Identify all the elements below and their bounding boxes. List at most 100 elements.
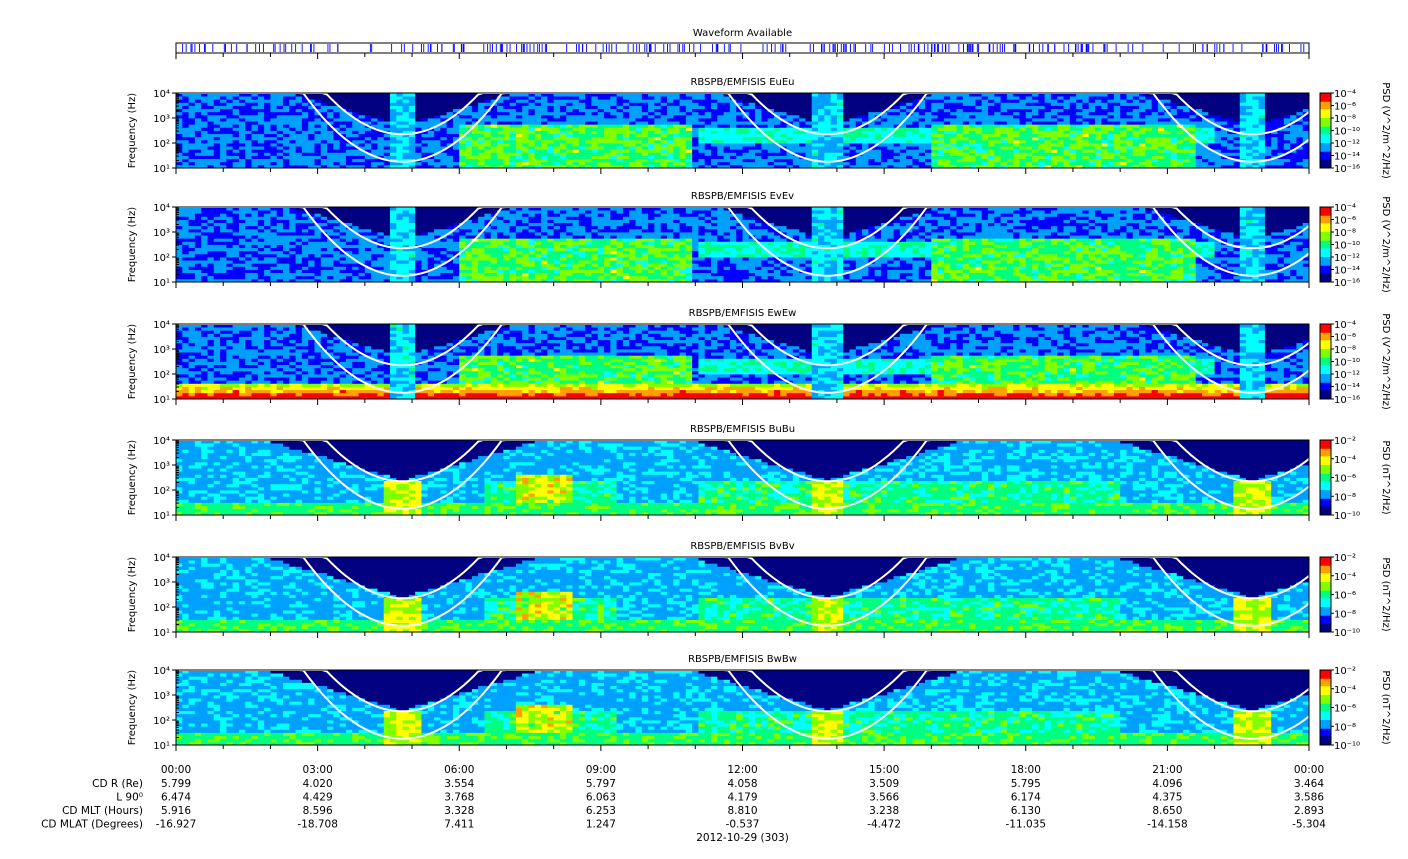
spectrogram-cell: [975, 96, 982, 100]
spectrogram-cell: [579, 152, 586, 156]
spectrogram-cell: [1227, 118, 1234, 122]
spectrogram-cell: [535, 152, 542, 156]
spectrogram-cell: [321, 134, 328, 138]
spectrogram-cell: [182, 223, 189, 227]
spectrogram-cell: [604, 118, 611, 122]
spectrogram-cell: [352, 124, 359, 128]
spectrogram-cell: [1202, 134, 1209, 138]
spectrogram-cell: [207, 96, 214, 100]
spectrogram-cell: [673, 102, 680, 106]
spectrogram-cell: [724, 152, 731, 156]
spectrogram-cell: [233, 127, 240, 131]
spectrogram-cell: [1252, 127, 1259, 131]
spectrogram-cell: [824, 115, 831, 119]
spectrogram-cell: [252, 109, 259, 113]
spectrogram-cell: [1108, 115, 1115, 119]
spectrogram-cell: [1101, 102, 1108, 106]
spectrogram-cell: [277, 96, 284, 100]
spectrogram-cell: [214, 124, 221, 128]
spectrogram-cell: [925, 131, 932, 135]
spectrogram-cell: [541, 140, 548, 144]
spectrogram-cell: [214, 273, 221, 277]
spectrogram-cell: [919, 140, 926, 144]
spectrogram-cell: [598, 99, 605, 103]
spectrogram-cell: [214, 260, 221, 264]
spectrogram-cell: [226, 134, 233, 138]
spectrogram-cell: [1208, 109, 1215, 113]
spectrogram-cell: [1120, 112, 1127, 116]
spectrogram-cell: [648, 96, 655, 100]
spectrogram-cell: [1019, 134, 1026, 138]
spectrogram-cell: [1208, 134, 1215, 138]
spectrogram-cell: [189, 235, 196, 239]
spectrogram-cell: [1177, 149, 1184, 153]
spectrogram-cell: [1227, 162, 1234, 166]
spectrogram-cell: [919, 127, 926, 131]
spectrogram-cell: [1001, 99, 1008, 103]
spectrogram-cell: [856, 140, 863, 144]
spectrogram-cell: [195, 115, 202, 119]
spectrogram-cell: [453, 118, 460, 122]
spectrogram-cell: [1196, 134, 1203, 138]
spectrogram-cell: [717, 149, 724, 153]
spectrogram-cell: [604, 96, 611, 100]
spectrogram-cell: [403, 140, 410, 144]
spectrogram-cell: [673, 112, 680, 116]
spectrogram-cell: [944, 162, 951, 166]
spectrogram-cell: [875, 134, 882, 138]
spectrogram-cell: [862, 131, 869, 135]
spectrogram-cell: [421, 146, 428, 150]
spectrogram-cell: [1265, 96, 1272, 100]
spectrogram-cell: [881, 124, 888, 128]
spectrogram-cell: [812, 93, 819, 97]
spectrogram-cell: [1290, 127, 1297, 131]
spectrogram-cell: [780, 96, 787, 100]
spectrogram-cell: [491, 159, 498, 163]
spectrogram-cell: [270, 146, 277, 150]
spectrogram-cell: [717, 112, 724, 116]
spectrogram-cell: [547, 131, 554, 135]
spectrogram-cell: [1233, 156, 1240, 160]
spectrogram-cell: [598, 96, 605, 100]
spectrogram-cell: [1045, 131, 1052, 135]
spectrogram-cell: [598, 162, 605, 166]
spectrogram-cell: [207, 99, 214, 103]
spectrogram-cell: [302, 140, 309, 144]
spectrogram-cell: [698, 112, 705, 116]
spectrogram-cell: [384, 99, 391, 103]
spectrogram-cell: [1221, 121, 1228, 125]
spectrogram-cell: [686, 159, 693, 163]
spectrogram-cell: [182, 149, 189, 153]
spectrogram-cell: [1208, 115, 1215, 119]
spectrogram-cell: [780, 131, 787, 135]
spectrogram-cell: [1133, 102, 1140, 106]
spectrogram-cell: [673, 152, 680, 156]
spectrogram-cell: [277, 106, 284, 110]
spectrogram-cell: [1051, 102, 1058, 106]
spectrogram-cell: [1233, 134, 1240, 138]
spectrogram-cell: [749, 137, 756, 141]
spectrogram-cell: [289, 109, 296, 113]
spectrogram-cell: [1278, 93, 1285, 97]
spectrogram-cell: [189, 146, 196, 150]
spectrogram-cell: [195, 220, 202, 224]
spectrogram-cell: [396, 121, 403, 125]
spectrogram-cell: [1202, 159, 1209, 163]
spectrogram-cell: [925, 137, 932, 141]
spectrogram-cell: [377, 102, 384, 106]
spectrogram-cell: [396, 96, 403, 100]
spectrogram-cell: [484, 140, 491, 144]
spectrogram-cell: [472, 162, 479, 166]
spectrogram-cell: [919, 112, 926, 116]
spectrogram-cell: [591, 118, 598, 122]
spectrogram-cell: [226, 118, 233, 122]
spectrogram-cell: [1026, 115, 1033, 119]
spectrogram-cell: [226, 210, 233, 214]
spectrogram-cell: [258, 96, 265, 100]
spectrogram-cell: [1082, 109, 1089, 113]
spectrogram-cell: [1278, 112, 1285, 116]
spectrogram-cell: [931, 156, 938, 160]
spectrogram-cell: [591, 127, 598, 131]
spectrogram-cell: [1076, 156, 1083, 160]
spectrogram-cell: [1303, 159, 1310, 163]
